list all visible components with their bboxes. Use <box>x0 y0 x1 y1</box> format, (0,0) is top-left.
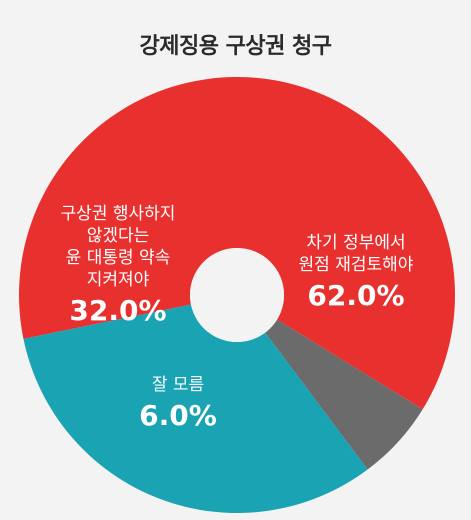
slice-label: 구상권 행사하지 <box>61 204 176 224</box>
slice-value-label: 6.0% <box>139 399 217 432</box>
slice-value-label: 62.0% <box>307 279 404 312</box>
slice-label: 잘 모름 <box>152 375 204 395</box>
slice-promise <box>23 304 368 513</box>
chart-title: 강제징용 구상권 청구 <box>139 34 332 59</box>
slice-label: 윤 대통령 약속 <box>66 248 171 268</box>
slice-label: 차기 정부에서 <box>306 233 405 253</box>
slice-regov <box>18 76 455 410</box>
donut-hole <box>190 248 284 342</box>
slice-unknown <box>265 319 423 470</box>
slice-label: 원점 재검토해야 <box>299 255 414 275</box>
slice-value-label: 32.0% <box>69 294 166 327</box>
slice-label: 지켜져야 <box>87 270 150 290</box>
slice-label: 않겠다는 <box>87 226 150 246</box>
